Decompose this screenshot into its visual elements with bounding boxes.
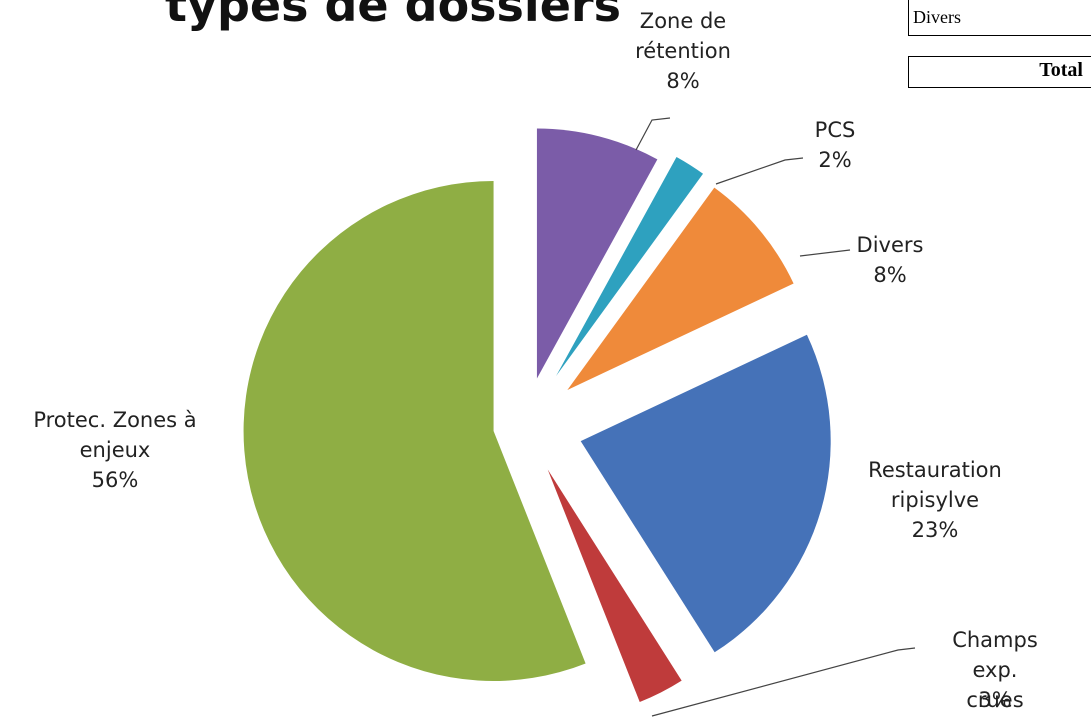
pie-slice bbox=[556, 156, 704, 377]
pie-slice bbox=[536, 128, 658, 379]
slice-value-label: 8% bbox=[873, 263, 907, 287]
slice-value-label: 2% bbox=[818, 148, 852, 172]
slice-value-label: 56% bbox=[91, 468, 139, 492]
slice-label: Restauration ripisylve bbox=[868, 458, 1002, 512]
pie-slice bbox=[567, 187, 794, 390]
leader-line bbox=[799, 249, 851, 257]
pie-slice bbox=[243, 180, 586, 681]
slice-label: PCS bbox=[814, 118, 856, 142]
slice-value-label: 8% bbox=[666, 69, 700, 93]
leader-line bbox=[635, 117, 671, 151]
slice-label: Zone de rétention bbox=[635, 9, 731, 63]
leader-line bbox=[651, 647, 916, 717]
pie-slice bbox=[580, 334, 831, 653]
slice-value-label: 3% bbox=[978, 688, 1012, 712]
slice-label: Protec. Zones à enjeux bbox=[33, 408, 197, 462]
leader-line bbox=[715, 157, 804, 185]
table-row: Divers bbox=[908, 0, 1091, 36]
pie-slice bbox=[547, 469, 682, 702]
table-total: Total bbox=[908, 56, 1091, 88]
chart-title: types de dossiers bbox=[165, 0, 621, 32]
slice-value-label: 23% bbox=[911, 518, 959, 542]
leader-lines bbox=[635, 117, 916, 717]
slice-label: Champs exp. crues bbox=[952, 628, 1038, 712]
slice-label: Divers bbox=[856, 233, 924, 257]
